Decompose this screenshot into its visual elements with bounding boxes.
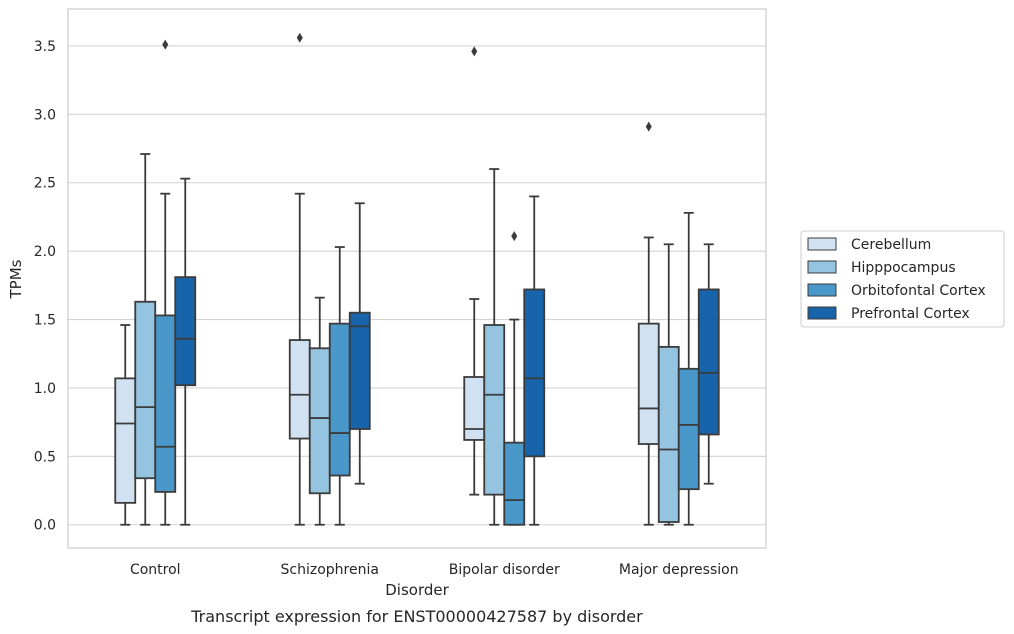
y-tick-label: 3.5 <box>34 39 56 55</box>
legend-label: Orbitofontal Cortex <box>851 283 986 299</box>
chart-caption: Transcript expression for ENST0000042758… <box>190 607 643 626</box>
y-tick-label: 2.0 <box>34 244 56 260</box>
legend-swatch <box>807 260 837 274</box>
box-hipppocampus <box>308 296 331 526</box>
box-cerebellum <box>114 324 137 526</box>
box-body <box>637 322 660 445</box>
legend-label: Prefrontal Cortex <box>851 306 970 322</box>
outlier-point <box>296 32 303 43</box>
x-tick-label: Control <box>130 562 181 578</box>
legend: Cerebellum Hipppocampus Orbitofontal Corte… <box>800 230 1005 328</box>
plot-frame <box>67 8 767 549</box>
box-body <box>134 300 157 480</box>
box-body <box>288 339 311 440</box>
x-axis-title: Disorder <box>385 581 449 599</box>
box-cerebellum <box>463 46 486 496</box>
x-tick-labels: Control Schizophrenia Bipolar disorder Majo… <box>130 562 739 578</box>
box-body <box>483 324 506 496</box>
box-orbitofontal-cortex <box>503 231 526 526</box>
legend-swatch <box>807 283 837 297</box>
outlier-point <box>471 46 478 57</box>
box-body <box>154 314 177 493</box>
legend-label: Hipppocampus <box>851 260 956 276</box>
y-tick-label: 0.0 <box>34 518 56 534</box>
box-prefrontal-cortex <box>523 195 546 526</box>
box-hipppocampus <box>483 168 506 526</box>
box-body <box>677 367 700 491</box>
y-tick-labels: 0.0 0.5 1.0 1.5 2.0 2.5 3.0 3.5 <box>34 39 56 534</box>
x-tick-label: Bipolar disorder <box>449 562 560 578</box>
box-body <box>697 288 720 436</box>
outlier-point <box>645 121 652 132</box>
legend-label: Cerebellum <box>851 237 931 253</box>
box-body <box>308 347 331 495</box>
box-body <box>503 441 526 526</box>
box-prefrontal-cortex <box>697 243 720 485</box>
box-body <box>657 346 680 523</box>
y-tick-label: 2.5 <box>34 176 56 192</box>
y-axis-title: TPMs <box>7 259 25 299</box>
box-body <box>523 288 546 458</box>
box-orbitofontal-cortex <box>677 211 700 526</box>
y-tick-label: 1.0 <box>34 381 56 397</box>
x-tick-label: Major depression <box>619 562 739 578</box>
outlier-point <box>511 231 518 242</box>
box-prefrontal-cortex <box>348 202 371 485</box>
box-series-group <box>114 32 720 526</box>
y-tick-label: 0.5 <box>34 449 56 465</box>
box-body <box>174 276 197 387</box>
outlier-point <box>162 39 169 50</box>
box-hipppocampus <box>657 243 680 526</box>
box-body <box>114 377 137 504</box>
x-tick-label: Schizophrenia <box>281 562 379 578</box>
box-orbitofontal-cortex <box>154 39 177 526</box>
box-cerebellum <box>288 32 311 526</box>
box-prefrontal-cortex <box>174 177 197 526</box>
box-body <box>348 311 371 430</box>
box-orbitofontal-cortex <box>328 246 351 526</box>
box-cerebellum <box>637 121 660 526</box>
box-body <box>463 376 486 441</box>
legend-swatch <box>807 237 837 251</box>
box-body <box>328 322 351 477</box>
box-hipppocampus <box>134 153 157 526</box>
legend-frame <box>800 230 1005 328</box>
legend-swatch <box>807 306 837 320</box>
y-tick-label: 1.5 <box>34 313 56 329</box>
y-tick-label: 3.0 <box>34 107 56 123</box>
